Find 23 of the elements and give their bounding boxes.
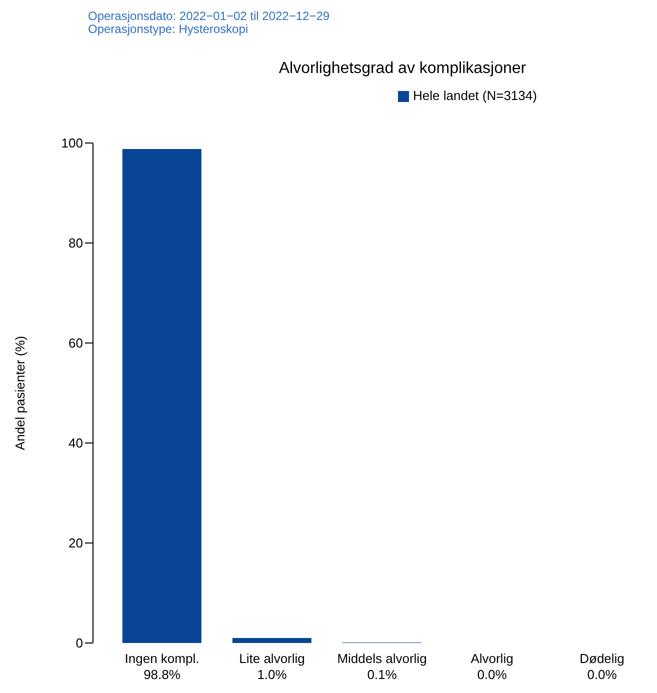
x-tick-label: Alvorlig	[470, 651, 514, 666]
y-axis-title: Andel pasienter (%)	[12, 336, 28, 450]
data-label: 0.0%	[587, 667, 618, 682]
y-tick-label: 40	[68, 436, 83, 451]
x-tick-label: Dødelig	[580, 651, 624, 666]
data-label: 0.1%	[367, 667, 398, 682]
y-tick-label: 100	[61, 136, 83, 151]
x-tick-label: Middels alvorlig	[337, 651, 427, 666]
y-tick-label: 80	[68, 236, 83, 251]
y-tick-label: 20	[68, 536, 83, 551]
x-tick-label: Lite alvorlig	[239, 651, 305, 666]
y-tick-label: 0	[76, 636, 83, 651]
x-tick-label: Ingen kompl.	[124, 651, 200, 666]
text: Operasjonstype: Hysteroskopi	[88, 22, 250, 36]
text: Operasjonsdato: 2022−01−02 til 2022−12−29	[88, 9, 331, 23]
data-label: 0.0%	[477, 667, 508, 682]
bar	[232, 638, 312, 643]
legend-label: Hele landet (N=3134)	[413, 88, 537, 103]
data-label: 98.8%	[144, 667, 181, 682]
y-tick-label: 60	[68, 336, 83, 351]
chart-title: Alvorlighetsgrad av komplikasjoner	[278, 60, 528, 78]
data-label: 1.0%	[257, 667, 288, 682]
bar	[122, 149, 202, 643]
